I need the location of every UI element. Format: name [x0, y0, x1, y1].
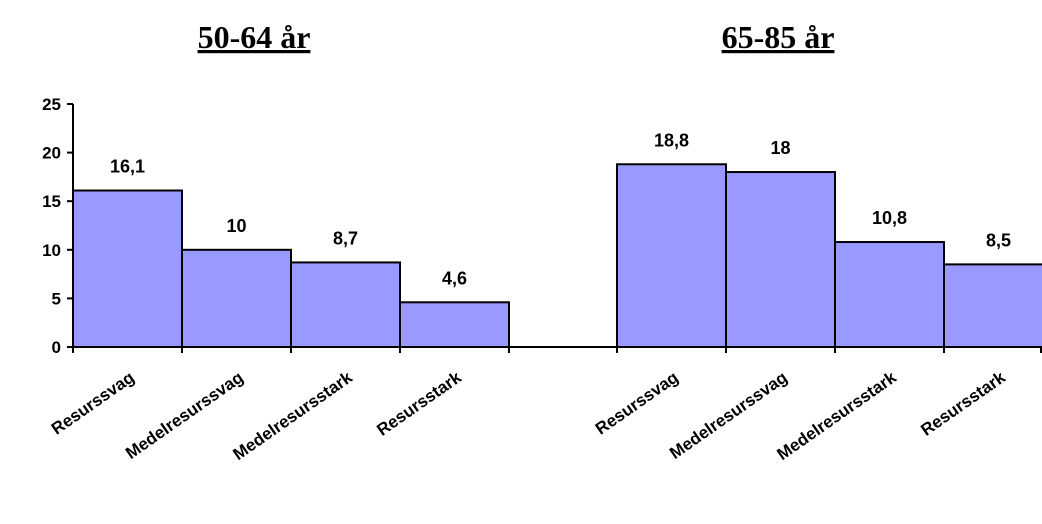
group-title: 50-64 år	[198, 19, 311, 55]
data-label: 10,8	[872, 208, 907, 228]
data-label: 8,5	[986, 230, 1011, 250]
category-label: Resursstark	[373, 367, 465, 439]
y-tick-label: 0	[52, 338, 61, 357]
bar	[725, 171, 836, 348]
bar	[399, 301, 510, 348]
data-label: 18	[770, 138, 790, 158]
y-tick-label: 25	[42, 95, 61, 114]
bar	[290, 261, 401, 349]
bar	[72, 189, 183, 348]
category-label: Medelresursstark	[230, 367, 357, 464]
category-label: Resurssvag	[48, 368, 138, 439]
category-label: Resursstark	[917, 367, 1009, 439]
data-label: 18,8	[654, 130, 689, 150]
category-label: Medelresursstark	[774, 367, 901, 464]
y-tick-label: 15	[42, 192, 61, 211]
y-tick-label: 20	[42, 144, 61, 163]
group-title: 65-85 år	[722, 19, 835, 55]
data-label: 4,6	[442, 268, 467, 288]
category-label: Medelresurssvag	[666, 368, 791, 463]
category-label: Resurssvag	[592, 368, 682, 439]
data-label: 10	[226, 216, 246, 236]
bar	[943, 263, 1042, 349]
y-tick-label: 5	[52, 289, 61, 308]
data-label: 16,1	[110, 157, 145, 177]
bar	[181, 248, 292, 348]
category-label: Medelresurssvag	[122, 368, 247, 463]
bar	[616, 163, 727, 348]
data-label: 8,7	[333, 228, 358, 248]
y-tick-label: 10	[42, 241, 61, 260]
bar	[834, 241, 945, 348]
